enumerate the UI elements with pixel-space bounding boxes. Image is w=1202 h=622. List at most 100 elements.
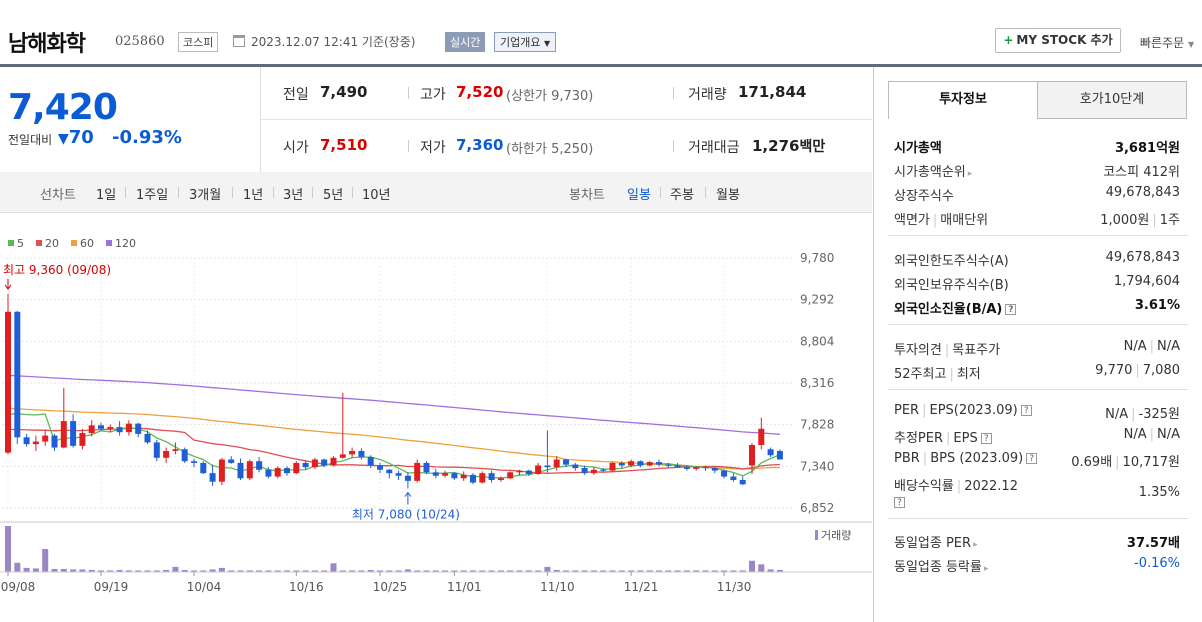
help-icon[interactable]: ? [1020,405,1032,416]
volume-bar [553,569,560,572]
volume-bar [330,563,337,572]
volume-bar [60,568,67,572]
help-icon[interactable]: ? [894,497,905,508]
low-arrowhead [404,491,412,497]
divider [312,187,313,198]
est-eps-label: EPS [953,431,978,446]
volume-bar [460,570,467,572]
investment-info-panel: 투자정보 호가10단계 시가총액 3,681억원 시가총액순위 ▸ 코스피 412… [873,67,1202,622]
upper-limit: (상한가 9,730) [506,89,594,104]
moving-averages [7,374,781,479]
chart-axes: 9,780 9,292 8,804 8,316 7,828 7,340 6,852 09/08… [0,251,872,594]
company-overview-dropdown[interactable]: 기업개요 ▼ [494,32,557,52]
market-cap-label: 시가총액 [894,141,942,156]
y-tick-label: 6,852 [800,501,834,515]
market-cap-rank-value: 코스피 412위 [1103,165,1180,180]
add-mystock-button[interactable]: + MY STOCK 추가 [995,28,1121,53]
candle-body [88,425,95,434]
volume-bar [721,570,728,572]
tab-investment-info[interactable]: 투자정보 [888,81,1038,119]
period-1d[interactable]: 1일 [96,188,117,203]
period-3m[interactable]: 3개월 [189,188,222,203]
company-overview-label: 기업개요 [500,36,541,49]
candle-body [646,462,653,466]
legend-label: 120 [115,237,136,250]
quick-order-dropdown[interactable]: 빠른주문 ▼ [1140,34,1194,51]
chart-annotations: 최고 9,360 (09/08) 최저 7,080 (10/24) [3,263,460,522]
candle-body [618,462,625,466]
volume-bar [125,570,132,572]
volume-bar [98,570,104,572]
pbr-value: 0.69배 [1071,455,1113,470]
volume-bar [646,570,653,572]
volume-bar [711,570,718,572]
x-tick-label: 11/21 [624,580,659,594]
volume-bar [628,570,635,572]
candle-body [125,423,132,433]
candle-body [758,428,765,445]
quick-order-label: 빠른주문 [1140,36,1185,50]
help-icon[interactable]: ? [1026,453,1038,464]
candle-body [107,427,114,429]
candle-body [507,472,514,479]
volume-value: 171,844 [738,83,807,101]
legend-swatch [36,240,42,246]
divider [888,389,1188,390]
open-value: 7,510 [320,136,368,154]
volume-bar [451,570,458,572]
period-3y[interactable]: 3년 [283,188,304,203]
listed-shares-value: 49,678,843 [1105,185,1180,200]
chevron-down-icon: ▼ [1188,40,1195,49]
candle-body [358,450,365,457]
volume-bar [618,570,625,572]
candle-body [609,462,616,471]
per-label: PER [894,403,920,418]
bps-label: BPS (2023.09) [930,451,1024,466]
x-tick-label: 11/10 [540,580,575,594]
stock-candle-chart[interactable]: 5 20 60 120 최고 9,360 (09/08) 최저 7,080 (10/24… [0,230,872,622]
candle-body [460,474,467,479]
period-1y[interactable]: 1년 [243,188,264,203]
calendar-icon [233,35,245,47]
high-annotation: 최고 9,360 (09/08) [3,263,111,277]
volume-bar [153,570,160,572]
volume-bar [88,569,95,572]
candle-body [60,421,67,448]
quote-datetime: 2023.12.07 12:41 기준(장중) [251,35,416,49]
candle-body [404,475,411,481]
candle-body [377,465,383,470]
prev-close-label: 전일 [283,87,309,103]
per-value: N/A [1105,407,1129,422]
candle-daily[interactable]: 일봉 [627,188,651,203]
help-icon[interactable]: ? [1005,304,1017,315]
legend-label: 60 [80,237,94,250]
foreign-limit-value: 49,678,843 [1105,250,1180,265]
period-1w[interactable]: 1주일 [136,188,169,203]
foreign-hold-label: 외국인보유주식수(B) [894,278,1009,293]
volume-bar [488,570,495,572]
candle-body [339,454,346,458]
candle-body [432,472,439,476]
tab-order-book[interactable]: 호가10단계 [1037,81,1187,119]
low-value: 7,360 [456,136,504,154]
candle-monthly[interactable]: 월봉 [716,188,740,203]
realtime-button[interactable]: 실시간 [445,32,486,52]
candle-body [349,450,356,455]
volume-bar [311,570,318,572]
volume-bar [302,570,309,572]
candle-body [488,473,495,480]
volume-bar [767,569,774,572]
period-10y[interactable]: 10년 [362,188,391,203]
period-5y[interactable]: 5년 [323,188,344,203]
help-icon[interactable]: ? [980,433,992,444]
volume-bar [507,570,514,572]
week52-low-label: 최저 [956,367,981,382]
volume-bar [116,569,123,572]
candle-body [163,450,170,458]
candle-body [367,456,374,466]
plus-icon: + [1003,33,1014,47]
candle-body [181,449,188,462]
candle-weekly[interactable]: 주봉 [670,188,694,203]
divider [408,87,409,99]
volume-bar [386,570,393,572]
